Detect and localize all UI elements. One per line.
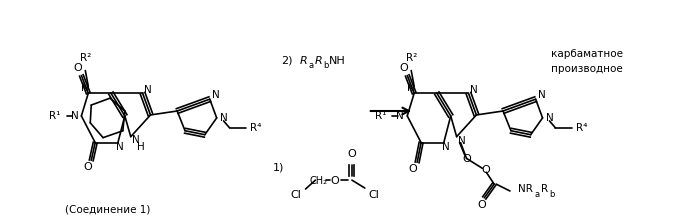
Text: R: R xyxy=(300,56,307,66)
Text: O: O xyxy=(481,165,490,175)
Text: N: N xyxy=(407,83,415,93)
Text: O: O xyxy=(348,149,356,159)
Text: (Соединение 1): (Соединение 1) xyxy=(66,205,151,215)
Text: N: N xyxy=(537,90,546,100)
Text: b: b xyxy=(323,61,329,70)
Text: производное: производное xyxy=(551,64,623,74)
Text: N: N xyxy=(82,83,89,93)
Text: R⁴: R⁴ xyxy=(576,123,588,133)
Text: R²: R² xyxy=(406,53,417,63)
Text: NR: NR xyxy=(518,184,533,194)
Text: O: O xyxy=(477,200,486,210)
Text: Cl: Cl xyxy=(368,190,379,200)
Text: O: O xyxy=(409,164,418,174)
Text: R: R xyxy=(314,56,322,66)
Text: Cl: Cl xyxy=(290,190,301,200)
Text: N: N xyxy=(132,135,139,145)
Text: N: N xyxy=(144,85,151,95)
Text: N: N xyxy=(212,90,220,100)
Text: CH₂: CH₂ xyxy=(309,176,328,186)
Text: O: O xyxy=(399,63,408,72)
Text: N: N xyxy=(458,136,466,146)
Text: O: O xyxy=(462,154,471,164)
Text: R⁴: R⁴ xyxy=(250,123,262,133)
Text: N: N xyxy=(116,142,124,152)
Text: b: b xyxy=(549,190,555,199)
Text: R: R xyxy=(541,184,548,194)
Text: R¹: R¹ xyxy=(375,111,386,121)
Text: a: a xyxy=(535,190,539,199)
Text: N: N xyxy=(442,142,450,152)
Text: R²: R² xyxy=(79,53,91,63)
Text: N: N xyxy=(70,111,78,121)
Text: карбаматное: карбаматное xyxy=(551,49,623,59)
Text: O: O xyxy=(73,63,82,72)
Text: O: O xyxy=(331,176,339,186)
Text: O: O xyxy=(83,162,92,172)
Text: N: N xyxy=(220,113,227,123)
Text: N: N xyxy=(397,111,404,121)
Text: N: N xyxy=(546,113,553,123)
Text: 2): 2) xyxy=(281,56,292,66)
Text: 1): 1) xyxy=(273,162,284,172)
Text: NH: NH xyxy=(329,56,346,66)
Text: R¹: R¹ xyxy=(49,111,61,121)
Text: H: H xyxy=(137,142,144,152)
Text: a: a xyxy=(309,61,314,70)
Text: N: N xyxy=(470,85,477,95)
